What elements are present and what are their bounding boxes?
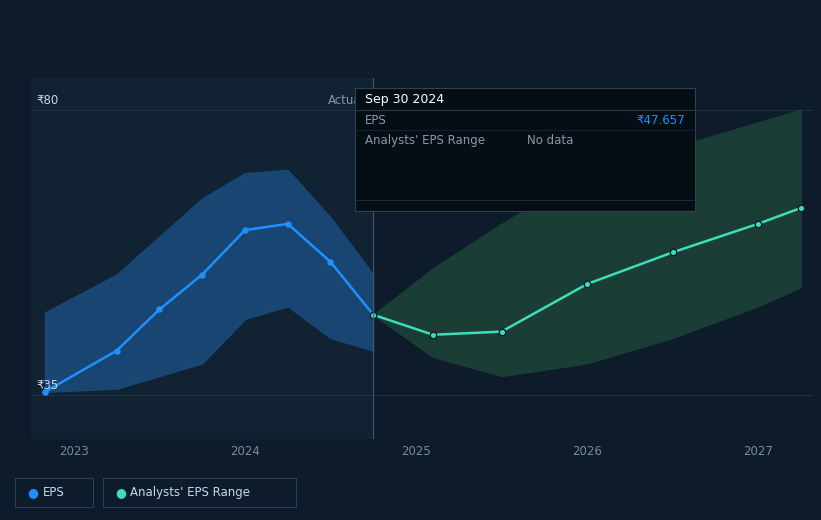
Text: EPS: EPS [365, 114, 387, 127]
Point [195, 270, 209, 279]
Point [367, 310, 380, 319]
Text: Actual: Actual [328, 94, 365, 107]
Point [580, 280, 594, 288]
Text: EPS: EPS [43, 486, 64, 499]
Point [281, 219, 294, 228]
Point [153, 305, 166, 314]
Text: ₹35: ₹35 [36, 379, 58, 392]
Text: ●: ● [27, 486, 38, 499]
Text: Analysts' EPS Range: Analysts' EPS Range [130, 486, 250, 499]
Point [794, 204, 807, 212]
Text: ₹80: ₹80 [36, 94, 58, 107]
Point [427, 331, 440, 339]
Point [39, 388, 52, 396]
Point [666, 248, 679, 256]
Point [238, 226, 251, 235]
Text: ●: ● [115, 486, 126, 499]
Text: No data: No data [527, 134, 573, 147]
Point [495, 328, 508, 336]
Point [110, 346, 123, 355]
Bar [31, 78, 374, 439]
Point [751, 219, 764, 228]
Point [367, 310, 380, 319]
Text: ₹47.657: ₹47.657 [636, 114, 685, 127]
Point [324, 258, 337, 266]
Text: Sep 30 2024: Sep 30 2024 [365, 93, 444, 106]
Text: Analysts Forecasts: Analysts Forecasts [382, 94, 492, 107]
Text: Analysts' EPS Range: Analysts' EPS Range [365, 134, 485, 147]
